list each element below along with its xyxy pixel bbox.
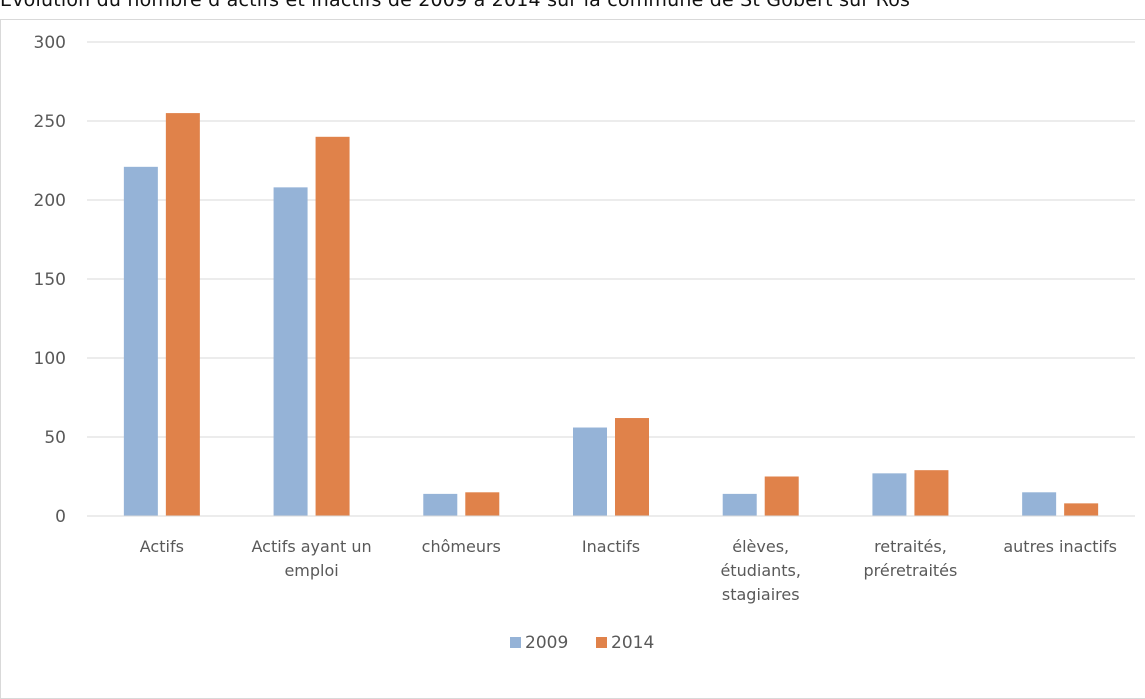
bar-2009-5: [722, 493, 757, 516]
x-category-label: Inactifs: [582, 537, 640, 556]
y-tick-label: 250: [34, 112, 66, 132]
legend-label: 2009: [525, 633, 568, 653]
bar-2014-1: [165, 113, 200, 516]
y-tick-label: 300: [34, 33, 66, 53]
x-category-label: Actifs: [140, 537, 184, 556]
y-tick-label: 100: [34, 349, 66, 369]
bar-2014-7: [1064, 503, 1099, 516]
bar-2014-6: [914, 470, 949, 516]
x-category-label: retraités, préretraités: [863, 537, 957, 580]
y-tick-label: 200: [34, 191, 66, 211]
legend: 2009 2014: [510, 633, 654, 653]
gridlines: [87, 41, 1135, 517]
bar-2009-1: [123, 166, 158, 516]
x-axis-categories: Actifs Actifs ayant un emploi chômeurs Inact…: [140, 537, 1117, 604]
bar-chart: 0 50 100 150 200 250 300 Actifs Actifs ayant un…: [34, 33, 1135, 653]
chart-title: Evolution du nombre d’actifs et inactifs…: [0, 0, 911, 11]
bar-2014-3: [465, 492, 500, 516]
bar-2009-2: [273, 187, 308, 517]
bar-2009-3: [423, 493, 458, 516]
y-axis-ticks: 0 50 100 150 200 250 300: [34, 33, 66, 527]
bar-2014-4: [615, 418, 649, 516]
legend-swatch-2014: [596, 637, 607, 648]
x-category-label: Actifs ayant un emploi: [252, 537, 372, 580]
bar-2014-2: [315, 136, 350, 517]
bar-2014-5: [764, 476, 799, 516]
x-category-label: autres inactifs: [1003, 537, 1117, 556]
bar-2009-6: [872, 473, 907, 516]
bars: [123, 113, 1099, 517]
x-category-label: chômeurs: [422, 537, 501, 556]
x-category-label: élèves, étudiants, stagiaires: [720, 537, 801, 604]
y-tick-label: 150: [34, 270, 66, 290]
legend-label: 2014: [611, 633, 654, 653]
y-tick-label: 50: [44, 428, 66, 448]
legend-swatch-2009: [510, 637, 521, 648]
bar-2009-7: [1022, 492, 1057, 516]
bar-2009-4: [573, 427, 607, 516]
y-tick-label: 0: [55, 507, 66, 527]
